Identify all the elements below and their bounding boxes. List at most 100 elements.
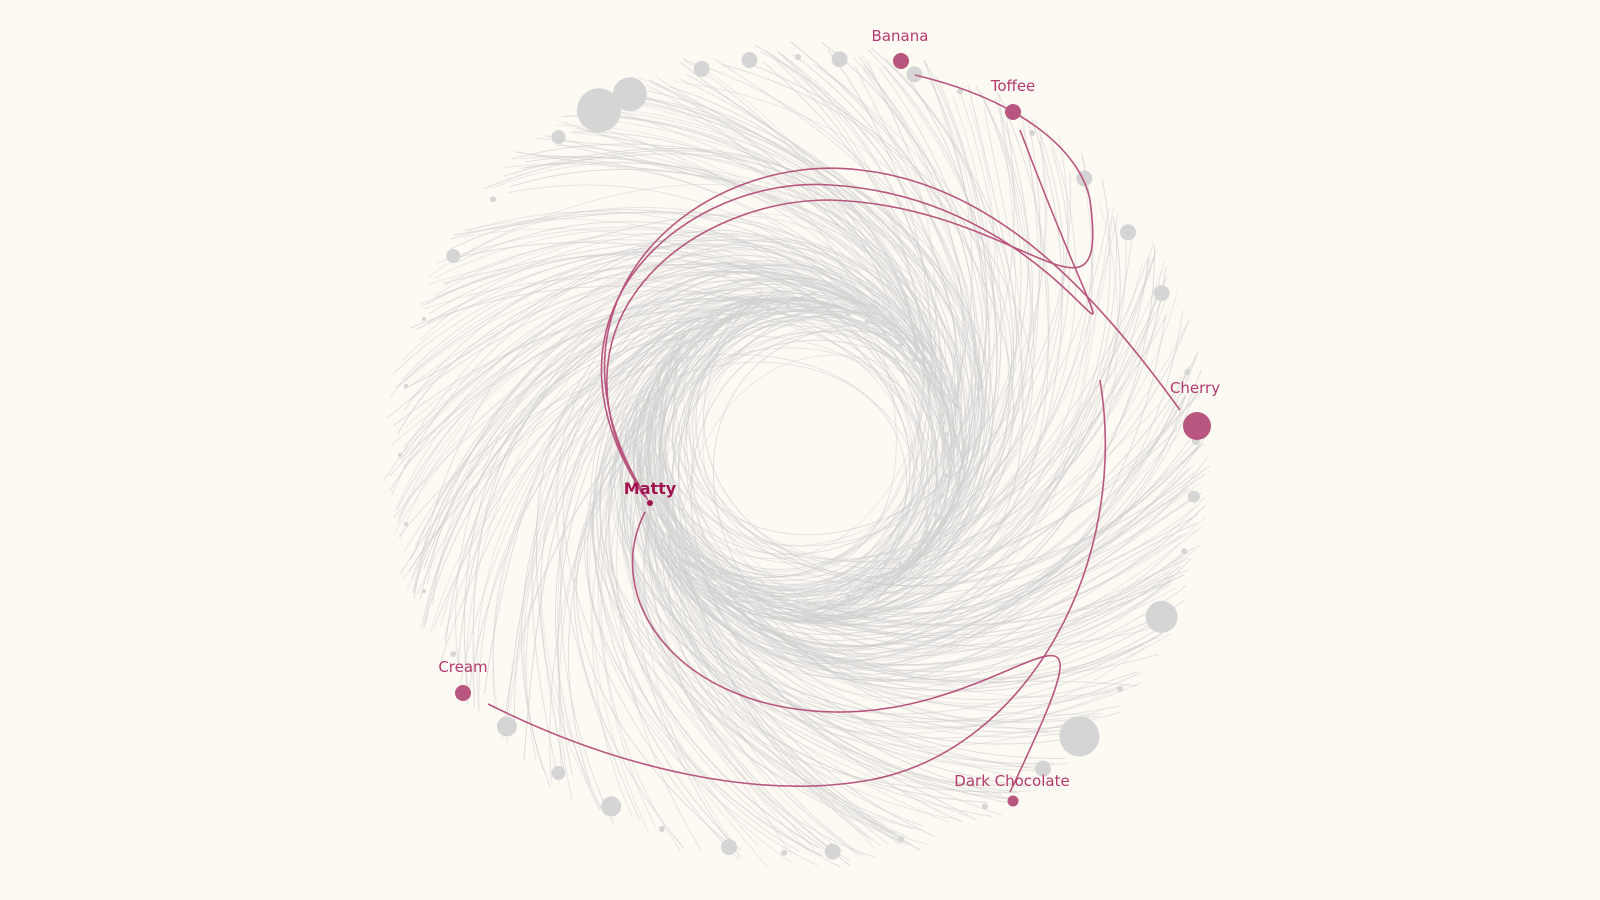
flavor-node[interactable]: [1117, 685, 1123, 692]
link-line: [650, 535, 1181, 647]
flavor-node[interactable]: [496, 716, 517, 737]
person-dot[interactable]: [826, 305, 831, 311]
flavor-node[interactable]: [551, 130, 566, 145]
person-dot[interactable]: [912, 547, 917, 553]
flavor-node[interactable]: [422, 589, 426, 594]
person-dot[interactable]: [679, 547, 684, 553]
person-dot[interactable]: [679, 357, 684, 363]
person-dot[interactable]: [726, 585, 732, 591]
link-line: [776, 100, 1032, 618]
flavor-node[interactable]: [601, 796, 622, 817]
person-dot[interactable]: [845, 593, 851, 599]
person-dot[interactable]: [765, 305, 770, 311]
person-dot[interactable]: [651, 412, 656, 417]
flavor-node[interactable]: [446, 249, 461, 263]
flavor-node[interactable]: [1076, 170, 1093, 187]
person-dot[interactable]: [745, 311, 751, 317]
person-dot[interactable]: [923, 374, 929, 380]
person-dot[interactable]: [864, 319, 870, 325]
flavor-node[interactable]: [898, 836, 904, 843]
link-line: [689, 310, 1158, 651]
person-dot[interactable]: [805, 602, 811, 608]
flavor-node[interactable]: [1145, 600, 1178, 633]
node-banana[interactable]: [893, 53, 909, 69]
node-toffee[interactable]: [1005, 104, 1021, 120]
node-cream[interactable]: [455, 685, 471, 701]
flavor-node[interactable]: [490, 196, 497, 203]
flavor-node[interactable]: [450, 651, 457, 657]
flavor-node[interactable]: [398, 453, 402, 457]
person-dot[interactable]: [667, 374, 673, 380]
label-matty: Matty: [624, 479, 677, 498]
person-dot[interactable]: [647, 432, 652, 437]
person-dot[interactable]: [658, 392, 663, 398]
person-dot[interactable]: [933, 392, 938, 398]
person-dot[interactable]: [693, 343, 698, 348]
person-dot[interactable]: [898, 343, 903, 348]
person-dot[interactable]: [726, 319, 732, 325]
flavor-node[interactable]: [1035, 760, 1051, 777]
flavor-node[interactable]: [831, 51, 848, 68]
flavor-node[interactable]: [658, 826, 665, 832]
link-matty-cream: [487, 379, 1107, 787]
flavor-node[interactable]: [404, 522, 408, 527]
link-line: [680, 61, 956, 409]
flavor-node[interactable]: [981, 803, 988, 810]
person-dot[interactable]: [765, 599, 770, 605]
node-matty[interactable]: [647, 500, 653, 506]
person-dot[interactable]: [826, 599, 831, 605]
person-dot[interactable]: [785, 602, 791, 608]
flavor-node[interactable]: [1187, 490, 1200, 503]
flavor-node[interactable]: [1028, 130, 1035, 136]
person-dot[interactable]: [745, 593, 751, 599]
flavor-node[interactable]: [1181, 548, 1188, 555]
flavor-node[interactable]: [404, 383, 408, 388]
flavor-node[interactable]: [741, 52, 758, 68]
person-dot[interactable]: [709, 575, 714, 580]
flavor-node[interactable]: [693, 60, 710, 77]
person-dot[interactable]: [645, 452, 651, 458]
person-dot[interactable]: [805, 302, 811, 308]
person-dot[interactable]: [864, 585, 870, 591]
flavor-node[interactable]: [824, 843, 841, 860]
person-dot[interactable]: [667, 530, 673, 536]
link-line: [535, 325, 718, 774]
flavor-node[interactable]: [1059, 716, 1100, 757]
link-line: [666, 261, 1165, 617]
person-dot[interactable]: [944, 473, 949, 478]
person-dot[interactable]: [933, 512, 938, 518]
person-dot[interactable]: [693, 562, 698, 567]
flavor-node[interactable]: [551, 765, 566, 780]
link-line: [782, 55, 976, 618]
flavor-node[interactable]: [1184, 369, 1191, 376]
flavor-node[interactable]: [577, 88, 621, 133]
person-dot[interactable]: [923, 530, 929, 536]
person-dot[interactable]: [882, 330, 887, 335]
link-line: [653, 85, 1033, 605]
person-dot[interactable]: [940, 412, 945, 417]
flavor-node[interactable]: [720, 839, 737, 855]
flavor-node[interactable]: [422, 316, 426, 321]
node-dark-chocolate[interactable]: [1007, 795, 1019, 807]
person-dot[interactable]: [940, 493, 945, 498]
person-dot[interactable]: [882, 575, 887, 580]
node-cherry[interactable]: [1183, 412, 1211, 440]
flavor-node[interactable]: [612, 77, 647, 112]
person-dot[interactable]: [785, 302, 791, 308]
flavor-node[interactable]: [781, 849, 788, 856]
person-dot[interactable]: [945, 452, 951, 458]
person-dot[interactable]: [647, 473, 652, 478]
link-line: [673, 81, 966, 401]
person-dot[interactable]: [651, 493, 656, 498]
person-dot[interactable]: [898, 562, 903, 567]
person-dot[interactable]: [944, 432, 949, 437]
flavor-node[interactable]: [1120, 224, 1136, 241]
person-dot[interactable]: [845, 311, 851, 317]
person-dot[interactable]: [658, 512, 663, 518]
flavor-node[interactable]: [795, 54, 801, 60]
person-dot[interactable]: [709, 330, 714, 335]
flavor-node[interactable]: [1153, 285, 1170, 302]
person-dot[interactable]: [912, 357, 917, 363]
flavor-node[interactable]: [906, 66, 923, 83]
flavor-node[interactable]: [956, 88, 963, 95]
